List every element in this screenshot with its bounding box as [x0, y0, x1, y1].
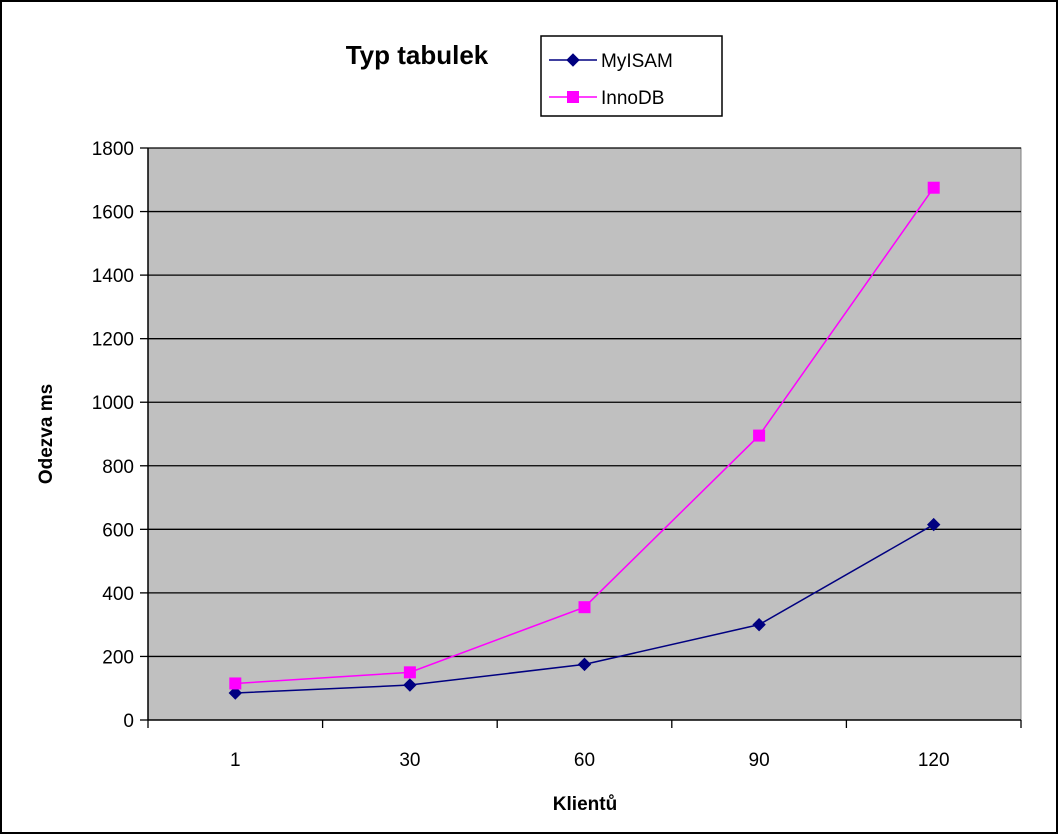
- x-tick-label: 30: [399, 750, 420, 771]
- y-tick-label: 1000: [92, 393, 134, 414]
- data-point: [578, 601, 591, 614]
- data-point: [752, 617, 766, 632]
- y-tick-label: 200: [102, 647, 134, 668]
- legend-label: InnoDB: [601, 88, 664, 109]
- y-tick-label: 400: [102, 584, 134, 605]
- y-axis-label: Odezva ms: [36, 384, 57, 484]
- plot-area: [147, 147, 1022, 721]
- y-tick-label: 600: [102, 520, 134, 541]
- x-tick-label: 120: [918, 750, 950, 771]
- x-axis-label: Klientů: [553, 794, 617, 815]
- legend-item-myisam: MyISAM: [549, 51, 673, 72]
- x-tick-label: 1: [230, 750, 241, 771]
- y-tick-label: 1200: [92, 330, 134, 351]
- legend-item-innodb: InnoDB: [549, 88, 664, 109]
- series-myisam: [228, 517, 941, 700]
- data-point: [229, 677, 242, 690]
- legend-marker: [567, 91, 579, 103]
- x-tick-label: 90: [749, 750, 770, 771]
- y-tick-label: 800: [102, 457, 134, 478]
- data-point: [577, 657, 592, 672]
- x-tick-label: 60: [574, 750, 595, 771]
- data-point: [403, 666, 416, 679]
- y-tick-label: 0: [123, 711, 134, 732]
- legend-label: MyISAM: [601, 51, 673, 72]
- y-tick-label: 1800: [92, 139, 134, 160]
- data-point: [927, 181, 940, 194]
- data-point: [228, 686, 243, 700]
- legend-marker: [566, 53, 580, 67]
- data-point: [926, 517, 941, 532]
- legend: MyISAM InnoDB: [540, 35, 723, 117]
- data-point: [403, 678, 417, 692]
- y-tick-label: 1400: [92, 266, 134, 287]
- series-innodb: [229, 181, 940, 690]
- data-point: [753, 429, 766, 442]
- y-tick-label: 1600: [92, 203, 134, 224]
- chart-title: Typ tabulek: [346, 40, 489, 70]
